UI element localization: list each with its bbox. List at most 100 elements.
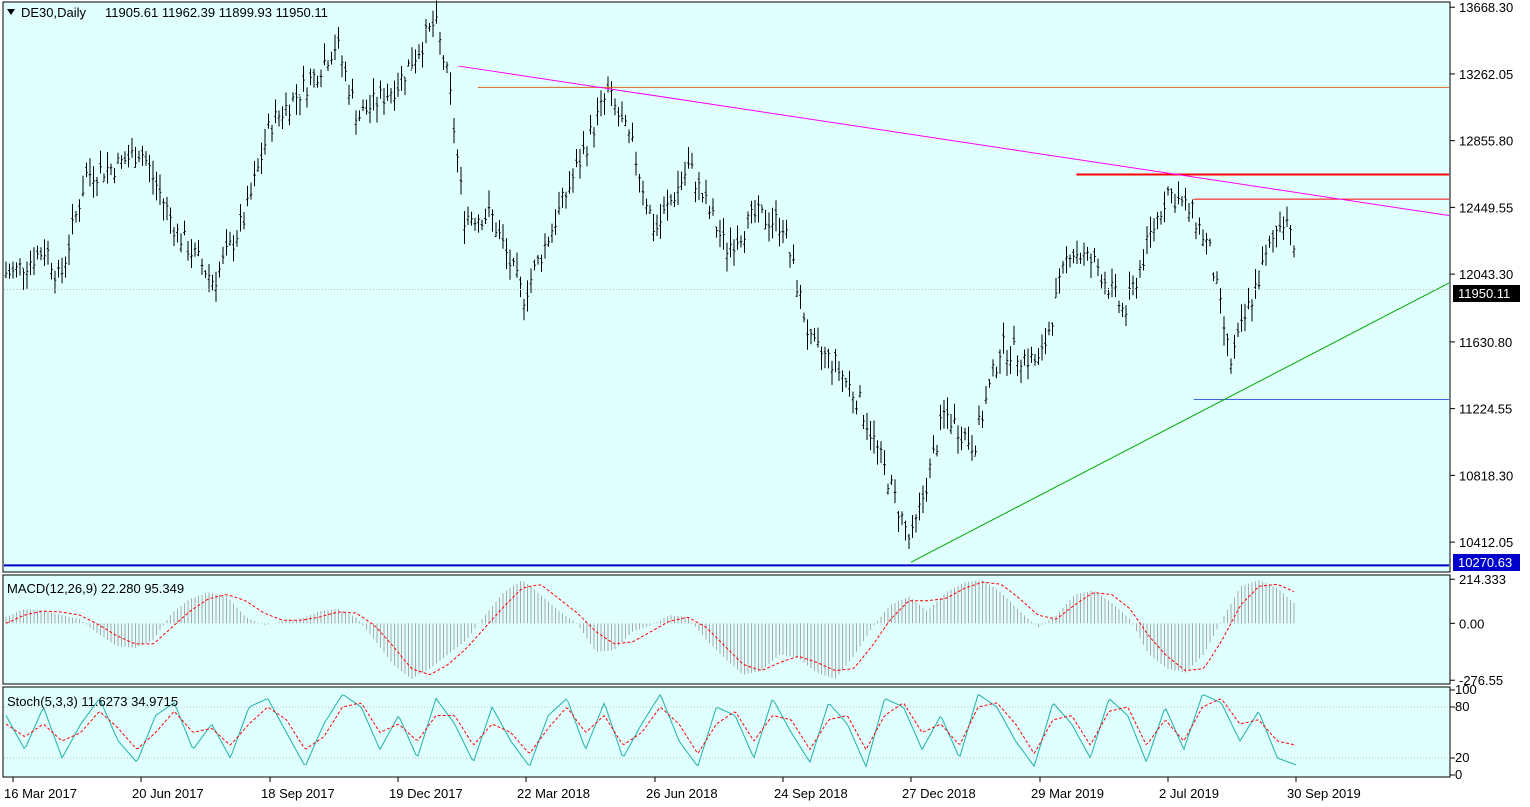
candle bbox=[953, 403, 956, 425]
candle bbox=[438, 31, 442, 55]
candle bbox=[785, 219, 788, 239]
macd-tick-label: 0.00 bbox=[1459, 616, 1484, 631]
candle bbox=[946, 397, 949, 429]
candle bbox=[673, 192, 676, 207]
candle bbox=[424, 18, 428, 44]
last-price-text: 11950.11 bbox=[1458, 286, 1510, 301]
candle bbox=[799, 284, 802, 309]
candle bbox=[270, 124, 274, 142]
candle bbox=[421, 42, 424, 68]
candle bbox=[610, 81, 613, 106]
candle bbox=[900, 511, 904, 526]
x-tick-label: 27 Dec 2018 bbox=[902, 786, 976, 801]
candle bbox=[155, 171, 158, 201]
candle bbox=[137, 150, 141, 163]
candle bbox=[148, 154, 151, 183]
candle bbox=[379, 80, 382, 99]
candle bbox=[827, 348, 830, 369]
x-tick-label: 22 Mar 2018 bbox=[517, 786, 590, 801]
candle bbox=[396, 72, 400, 97]
candle bbox=[120, 155, 123, 169]
candle bbox=[988, 379, 991, 388]
candle bbox=[1222, 316, 1226, 346]
x-tick-label: 2 Jul 2019 bbox=[1159, 786, 1219, 801]
macd-tick-label: 214.333 bbox=[1459, 572, 1506, 587]
candle bbox=[81, 175, 85, 197]
candle bbox=[830, 360, 834, 385]
candle bbox=[1166, 186, 1170, 196]
main-panel-bg bbox=[2, 1, 1451, 573]
candle bbox=[368, 94, 372, 124]
candle bbox=[1163, 191, 1166, 223]
candle bbox=[74, 210, 78, 223]
candle bbox=[991, 359, 995, 377]
candle bbox=[697, 172, 701, 201]
candle bbox=[1289, 225, 1292, 246]
candle bbox=[274, 99, 277, 124]
candle bbox=[949, 414, 953, 435]
candle bbox=[578, 148, 582, 179]
candle bbox=[708, 205, 711, 220]
candle bbox=[312, 68, 316, 88]
candle bbox=[403, 76, 407, 96]
candle bbox=[46, 240, 50, 265]
candle bbox=[1254, 269, 1257, 299]
candle bbox=[1016, 355, 1019, 377]
candle bbox=[32, 247, 36, 275]
candle bbox=[260, 142, 263, 174]
candle bbox=[655, 214, 659, 237]
candle bbox=[281, 106, 284, 129]
candle bbox=[88, 158, 92, 187]
candle bbox=[1051, 322, 1054, 336]
candle bbox=[1044, 327, 1047, 355]
candle bbox=[1177, 181, 1180, 205]
candle bbox=[809, 328, 813, 345]
candle bbox=[340, 55, 344, 78]
candle bbox=[872, 420, 876, 454]
candle bbox=[1114, 273, 1117, 297]
candle bbox=[183, 220, 186, 236]
candle bbox=[942, 399, 946, 429]
candle bbox=[526, 280, 529, 312]
candle bbox=[1121, 302, 1124, 317]
candle bbox=[1110, 268, 1114, 298]
candle bbox=[1191, 199, 1194, 219]
candle bbox=[648, 204, 652, 214]
candle bbox=[263, 128, 267, 155]
candle bbox=[893, 479, 897, 504]
candle bbox=[1100, 274, 1103, 289]
candle bbox=[50, 262, 53, 280]
candle bbox=[739, 235, 743, 248]
candle bbox=[1040, 334, 1044, 361]
candle bbox=[1268, 235, 1271, 248]
candle bbox=[1278, 211, 1282, 233]
y-tick-label: 12855.80 bbox=[1459, 134, 1513, 149]
candle bbox=[725, 242, 729, 272]
candle bbox=[543, 233, 547, 259]
candle bbox=[456, 149, 459, 173]
candle bbox=[386, 83, 389, 101]
candle bbox=[141, 145, 144, 166]
y-tick-label: 12449.55 bbox=[1459, 200, 1513, 215]
candle bbox=[680, 171, 683, 190]
candle bbox=[1292, 245, 1296, 258]
candle bbox=[407, 59, 410, 67]
symbol-label: DE30,Daily bbox=[21, 5, 87, 20]
dropdown-triangle-icon[interactable] bbox=[7, 9, 15, 15]
candle bbox=[855, 400, 858, 415]
candle bbox=[557, 191, 561, 215]
candle bbox=[326, 60, 330, 72]
candle bbox=[169, 207, 172, 234]
candle bbox=[165, 196, 169, 221]
candle bbox=[984, 385, 988, 404]
candle bbox=[449, 72, 452, 105]
candle bbox=[487, 190, 491, 217]
candle bbox=[918, 492, 921, 521]
candle bbox=[788, 252, 792, 268]
candle bbox=[844, 377, 848, 388]
candle bbox=[1271, 229, 1275, 253]
candle bbox=[99, 150, 102, 174]
candle bbox=[151, 160, 155, 195]
candle bbox=[389, 87, 393, 104]
